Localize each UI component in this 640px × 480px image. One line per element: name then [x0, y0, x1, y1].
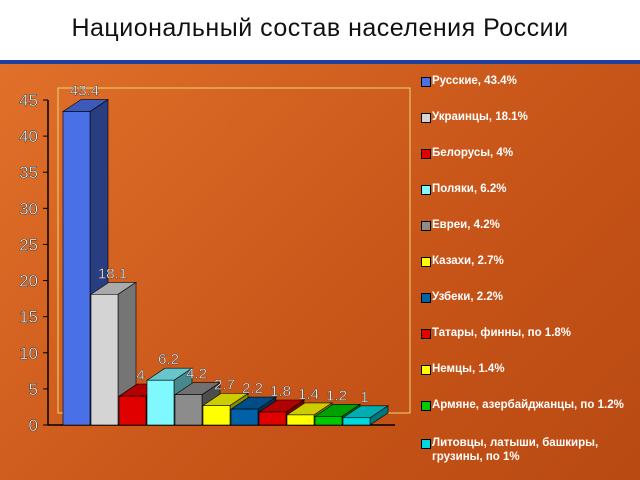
y-tick-label: 5: [29, 380, 38, 399]
legend-swatch: [421, 257, 431, 267]
bar: [62, 111, 91, 426]
value-label: 1: [360, 389, 368, 406]
legend-swatch: [421, 113, 431, 123]
y-tick-label: 10: [19, 344, 38, 363]
value-label: 4.2: [186, 366, 207, 383]
legend-swatch: [421, 365, 431, 375]
legend-label: Казахи, 2.7%: [432, 255, 504, 267]
value-label: 4: [136, 367, 144, 384]
bar: [90, 293, 119, 426]
y-tick-label: 35: [19, 163, 38, 182]
value-label: 1.8: [270, 383, 291, 400]
legend-label: Белорусы, 4%: [432, 147, 514, 159]
bar: [258, 411, 287, 426]
value-label: 1.4: [298, 386, 319, 403]
value-label: 2.2: [242, 380, 263, 397]
value-label: 6.2: [158, 351, 179, 368]
legend-swatch: [421, 221, 431, 231]
value-label: 2.7: [214, 377, 235, 394]
legend-label: Узбеки, 2.2%: [432, 291, 503, 303]
legend-label: Русские, 43.4%: [432, 75, 517, 87]
bar: [314, 416, 343, 426]
y-tick-label: 0: [29, 416, 38, 435]
bar: [286, 414, 315, 426]
value-label: 18.1: [98, 265, 127, 282]
bar: [174, 394, 203, 426]
legend-label: Литовцы, латыши, башкиры, грузины, по 1%: [432, 437, 599, 463]
legend-label: Немцы, 1.4%: [432, 363, 505, 375]
legend-swatch: [421, 149, 431, 159]
legend-label: Татары, финны, по 1.8%: [432, 327, 572, 339]
legend-label: Украинцы, 18.1%: [432, 111, 528, 123]
legend-swatch: [421, 293, 431, 303]
legend-swatch: [421, 329, 431, 339]
chart-title: Национальный состав населения России: [71, 14, 569, 42]
value-label: 43.4: [70, 83, 99, 100]
legend-swatch: [421, 401, 431, 411]
y-tick-label: 40: [19, 127, 38, 146]
legend-label: Армяне, азербайджанцы, по 1.2%: [432, 399, 624, 411]
bar: [230, 408, 259, 426]
bar: [146, 379, 175, 426]
y-tick-label: 25: [19, 235, 38, 254]
y-tick-label: 15: [19, 308, 38, 327]
legend-swatch: [421, 185, 431, 195]
legend-swatch: [421, 77, 431, 87]
bar: [202, 405, 231, 426]
y-tick-label: 45: [19, 91, 38, 110]
y-tick-label: 30: [19, 199, 38, 218]
y-tick-label: 20: [19, 272, 38, 291]
bar: [118, 395, 147, 426]
bar: [342, 417, 371, 426]
legend-label: Евреи, 4.2%: [432, 219, 500, 231]
legend-swatch: [421, 439, 431, 449]
legend-label: Поляки, 6.2%: [432, 183, 507, 195]
value-label: 1.2: [326, 387, 347, 404]
